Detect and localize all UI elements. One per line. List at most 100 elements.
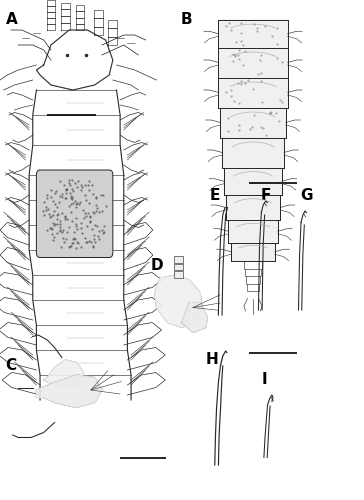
Text: H: H (206, 352, 218, 368)
Point (238, 37, 244, 45)
Point (223, 22, 229, 30)
Text: G: G (300, 188, 313, 202)
Point (79, 229, 85, 237)
Point (73, 202, 79, 210)
Point (82, 190, 88, 198)
Point (78, 186, 83, 194)
Point (54, 203, 60, 211)
Point (245, 76, 251, 84)
Point (49, 226, 55, 234)
Point (236, 122, 242, 130)
Point (48, 192, 54, 200)
Point (48, 186, 54, 194)
Point (44, 194, 50, 202)
Point (92, 221, 98, 229)
Point (90, 208, 96, 216)
Point (68, 192, 74, 200)
Point (58, 192, 63, 200)
Point (57, 217, 63, 225)
Text: F: F (260, 188, 271, 202)
Point (62, 212, 68, 220)
Point (70, 240, 76, 248)
Point (40, 207, 46, 215)
Point (52, 188, 58, 196)
Point (59, 193, 65, 201)
Point (69, 193, 75, 201)
Point (54, 220, 60, 228)
Text: C: C (5, 358, 17, 372)
Point (260, 124, 266, 132)
Point (54, 211, 60, 219)
Point (63, 194, 69, 202)
Point (76, 198, 82, 206)
Text: D: D (151, 258, 164, 272)
Point (228, 86, 234, 94)
Polygon shape (44, 360, 84, 388)
Point (66, 178, 72, 186)
Point (236, 51, 241, 59)
Point (43, 203, 49, 211)
Point (50, 219, 56, 227)
Text: I: I (262, 372, 268, 388)
Point (101, 222, 107, 230)
Point (242, 47, 248, 55)
Point (43, 206, 49, 214)
Point (60, 234, 66, 242)
Point (238, 76, 244, 84)
Point (67, 242, 73, 250)
Point (82, 210, 88, 218)
Point (52, 220, 58, 228)
Point (264, 130, 269, 138)
Point (64, 215, 70, 223)
Bar (174, 264, 183, 270)
Point (250, 85, 256, 93)
Point (238, 29, 244, 37)
Point (44, 226, 50, 234)
Point (238, 19, 244, 27)
Polygon shape (218, 20, 288, 48)
Point (47, 212, 53, 220)
Point (55, 210, 60, 218)
Point (273, 108, 279, 116)
Text: B: B (180, 12, 192, 28)
Point (56, 198, 62, 206)
Point (238, 80, 244, 88)
Point (251, 111, 257, 119)
Point (75, 240, 81, 248)
Point (80, 206, 86, 214)
Point (50, 210, 56, 218)
Point (73, 200, 79, 208)
Point (267, 109, 273, 117)
Point (82, 182, 88, 190)
Point (74, 225, 80, 233)
Point (60, 226, 66, 234)
Point (71, 228, 77, 236)
Point (257, 56, 263, 64)
Point (269, 108, 274, 116)
Point (72, 236, 78, 244)
Point (52, 221, 58, 229)
Point (254, 24, 260, 32)
Point (67, 181, 72, 189)
Point (74, 200, 80, 207)
Point (57, 177, 63, 185)
Point (231, 96, 237, 104)
Point (87, 218, 92, 226)
Point (64, 185, 70, 193)
Point (230, 50, 236, 58)
Point (96, 228, 102, 235)
Point (93, 194, 99, 202)
Point (84, 238, 90, 246)
Point (89, 182, 95, 190)
Point (99, 206, 105, 214)
Point (59, 228, 65, 236)
Point (54, 229, 59, 237)
Point (236, 55, 242, 63)
Point (51, 233, 57, 241)
Point (232, 50, 238, 58)
Point (83, 234, 88, 242)
Point (48, 212, 54, 220)
Point (251, 20, 257, 28)
Point (249, 123, 255, 131)
Point (54, 216, 60, 224)
